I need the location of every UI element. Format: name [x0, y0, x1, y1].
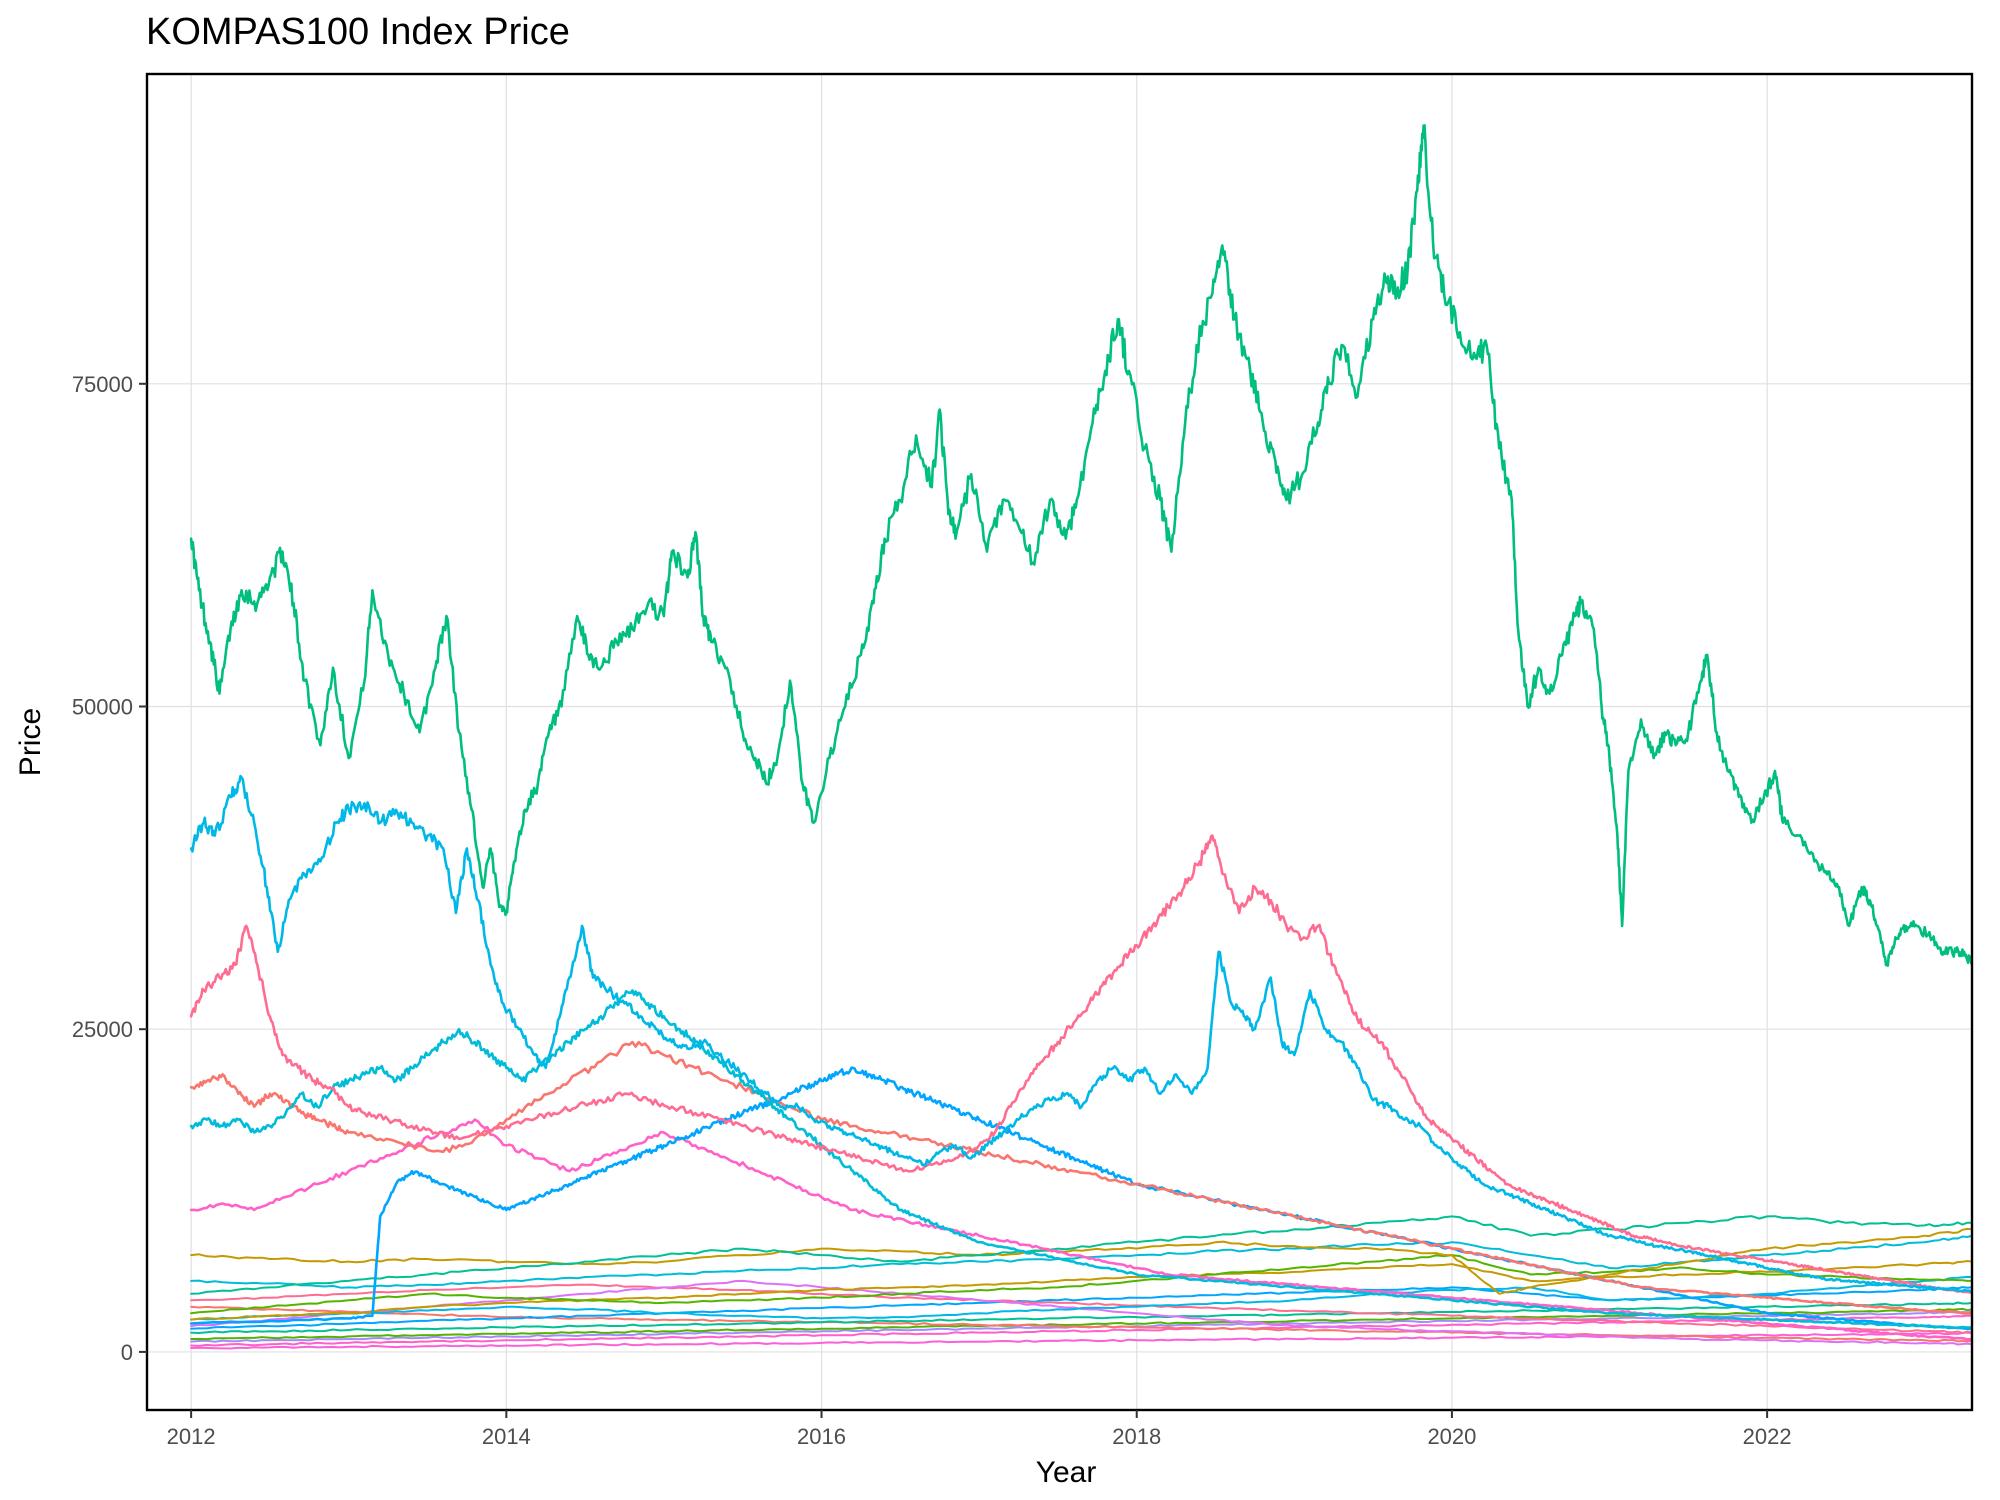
series-line-7 [189, 989, 1972, 1329]
series-line-15 [190, 1254, 1972, 1315]
y-tick-label: 50000 [72, 695, 133, 720]
series-line-16 [190, 1307, 1972, 1341]
series-line-4 [190, 1283, 1972, 1334]
x-axis-title: Year [1036, 1456, 1097, 1489]
axis-ticks: 2012 2014 2016 2018 2020 2022 0 25000 50000 75000 [72, 372, 1792, 1449]
series-line-17 [190, 1215, 1972, 1295]
series-line-5 [189, 1040, 1972, 1315]
series-line-12 [190, 1314, 1972, 1347]
series-line-19 [190, 1279, 1972, 1346]
series-line-0 [189, 124, 1972, 967]
y-axis-title: Price [14, 708, 47, 776]
series-line-18 [190, 1301, 1972, 1334]
plot-panel [145, 72, 1974, 1412]
series-line-6 [190, 1305, 1972, 1343]
series-lines [189, 124, 1972, 1350]
x-tick-label: 2012 [167, 1424, 216, 1449]
series-line-1 [189, 774, 1972, 1293]
x-tick-label: 2016 [797, 1424, 846, 1449]
x-tick-label: 2020 [1427, 1424, 1476, 1449]
y-tick-label: 75000 [72, 372, 133, 397]
x-tick-label: 2014 [482, 1424, 531, 1449]
series-line-11 [189, 1118, 1972, 1341]
y-tick-label: 0 [121, 1340, 133, 1365]
series-line-2 [190, 1275, 1972, 1321]
x-tick-label: 2022 [1743, 1424, 1792, 1449]
x-tick-label: 2018 [1112, 1424, 1161, 1449]
series-line-14 [190, 1260, 1972, 1321]
gridlines [147, 74, 1972, 1410]
y-tick-label: 25000 [72, 1017, 133, 1042]
series-line-3 [189, 834, 1972, 1294]
series-line-13 [190, 1227, 1972, 1295]
chart-title: KOMPAS100 Index Price [146, 11, 570, 53]
